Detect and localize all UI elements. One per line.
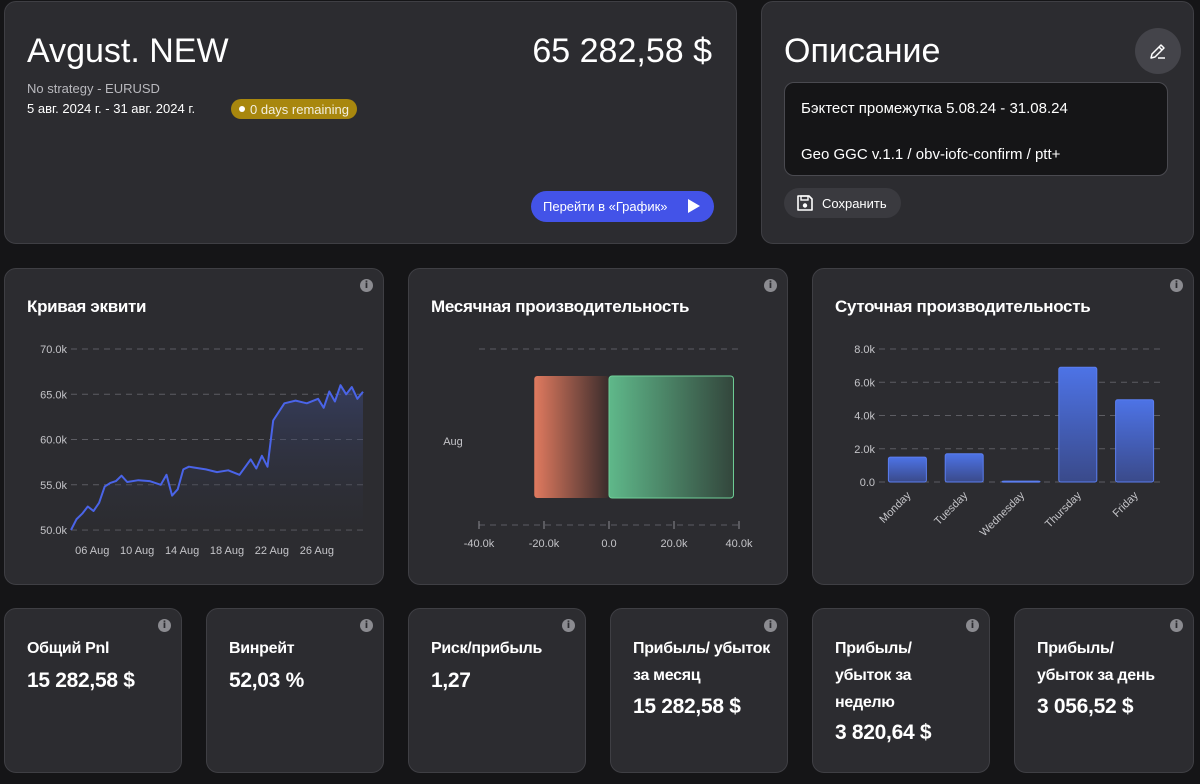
stat-label: Прибыль/ убыток за неделю [835, 640, 912, 711]
save-button[interactable]: Сохранить [784, 188, 901, 218]
day-bar [887, 456, 927, 483]
days-remaining-badge: 0 days remaining [231, 99, 357, 119]
description-line-1: Бэктест промежутка 5.08.24 - 31.08.24 [801, 100, 1068, 117]
x-tick-label: 20.0k [661, 538, 688, 550]
daily-performance-title: Суточная производительность [835, 297, 1091, 316]
info-icon[interactable]: i [360, 619, 373, 632]
y-tick-label: 4.0k [854, 411, 875, 423]
equity-curve-chart: 70.0k 65.0k 60.0k 55.0k 50.0k 06 Aug 10 Aug 14 … [40, 344, 364, 557]
pencil-icon [1150, 44, 1165, 59]
x-tick-label: 18 Aug [210, 545, 244, 557]
x-tick-label: 40.0k [726, 538, 753, 550]
day-bar [1058, 366, 1098, 483]
day-bar [944, 453, 984, 483]
info-icon[interactable]: i [562, 619, 575, 632]
stat-value: 1,27 [431, 669, 471, 692]
stat-label: Винрейт [229, 640, 295, 657]
play-icon [688, 199, 700, 213]
floppy-disk-icon [797, 195, 813, 211]
dot-icon [239, 106, 245, 112]
stat-value: 3 820,64 $ [835, 721, 932, 744]
equity-curve-title: Кривая эквити [27, 297, 147, 316]
x-tick-label: Tuesday [932, 489, 970, 527]
monthly-performance-card: i Месячная производительность -40.0k -20.… [408, 268, 788, 585]
stat-label: Общий Pnl [27, 640, 110, 657]
x-tick-label: Thursday [1043, 489, 1084, 530]
go-to-chart-label: Перейти в «График» [543, 199, 668, 214]
y-tick-label: Aug [443, 436, 463, 448]
edit-description-button[interactable] [1135, 28, 1181, 74]
account-strategy: No strategy - EURUSD [27, 81, 160, 96]
save-label: Сохранить [822, 195, 887, 211]
daily-performance-card: i Суточная производительность 8.0k 6.0k 4.… [812, 268, 1194, 585]
x-tick-label: -40.0k [464, 538, 495, 550]
stat-card-daily-pnl: i Прибыль/ убыток за день 3 056,52 $ [1014, 608, 1194, 773]
info-icon[interactable]: i [764, 279, 777, 292]
stat-value: 15 282,58 $ [633, 695, 741, 718]
description-line-2: Geo GGC v.1.1 / obv-iofc-confirm / ptt+ [801, 146, 1061, 164]
y-tick-label: 50.0k [40, 525, 67, 537]
stat-value: 15 282,58 $ [27, 669, 135, 692]
monthly-performance-chart: -40.0k -20.0k 0.0 20.0k 40.0k Aug [443, 348, 753, 550]
x-tick-label: 0.0 [601, 538, 616, 550]
y-tick-label: 2.0k [854, 444, 875, 456]
info-icon[interactable]: i [1170, 279, 1183, 292]
equity-line [70, 384, 364, 531]
account-balance: 65 282,58 $ [532, 32, 712, 70]
y-tick-label: 65.0k [40, 389, 67, 401]
days-remaining-text: 0 days remaining [250, 101, 349, 117]
y-tick-label: 6.0k [854, 377, 875, 389]
info-icon[interactable]: i [360, 279, 373, 292]
stat-label: Риск/прибыль [431, 640, 543, 657]
day-bar [1001, 480, 1041, 483]
stat-card-total-pnl: i Общий Pnl 15 282,58 $ [4, 608, 182, 773]
account-name: Avgust. NEW [27, 32, 229, 70]
y-tick-label: 70.0k [40, 344, 67, 356]
equity-area [71, 385, 363, 530]
stat-card-risk-reward: i Риск/прибыль 1,27 [408, 608, 586, 773]
equity-curve-card: i Кривая эквити 70.0k 65.0k 60.0k 55.0k 50.0… [4, 268, 384, 585]
loss-bar [534, 376, 609, 498]
monthly-performance-title: Месячная производительность [431, 297, 690, 316]
x-tick-label: 06 Aug [75, 545, 109, 557]
info-icon[interactable]: i [158, 619, 171, 632]
x-tick-label: 14 Aug [165, 545, 199, 557]
go-to-chart-button[interactable]: Перейти в «График» [531, 191, 714, 222]
x-tick-label: 22 Aug [255, 545, 289, 557]
x-tick-label: -20.0k [529, 538, 560, 550]
y-tick-label: 55.0k [40, 480, 67, 492]
stat-card-winrate: i Винрейт 52,03 % [206, 608, 384, 773]
stat-card-weekly-pnl: i Прибыль/ убыток за неделю 3 820,64 $ [812, 608, 990, 773]
y-tick-label: 0.0 [860, 477, 875, 489]
stat-value: 3 056,52 $ [1037, 695, 1134, 718]
info-icon[interactable]: i [1170, 619, 1183, 632]
x-tick-label: 10 Aug [120, 545, 154, 557]
info-icon[interactable]: i [764, 619, 777, 632]
account-card: Avgust. NEW 65 282,58 $ No strategy - EU… [4, 1, 737, 244]
stat-label: Прибыль/ убыток за день [1037, 640, 1155, 684]
x-tick-label: 26 Aug [300, 545, 334, 557]
profit-bar [608, 375, 734, 499]
y-tick-label: 60.0k [40, 435, 67, 447]
description-textarea[interactable]: Бэктест промежутка 5.08.24 - 31.08.24 Ge… [784, 82, 1168, 176]
description-title: Описание [784, 32, 941, 70]
account-dates: 5 авг. 2024 г. - 31 авг. 2024 г. [27, 101, 196, 116]
stat-label: Прибыль/ убыток за месяц [633, 640, 770, 684]
description-card: Описание Бэктест промежутка 5.08.24 - 31… [761, 1, 1194, 244]
info-icon[interactable]: i [966, 619, 979, 632]
x-tick-label: Monday [877, 489, 914, 526]
stat-card-monthly-pnl: i Прибыль/ убыток за месяц 15 282,58 $ [610, 608, 788, 773]
y-tick-label: 8.0k [854, 344, 875, 356]
day-bar [1115, 399, 1155, 483]
x-tick-label: Friday [1111, 489, 1141, 519]
x-tick-label: Wednesday [978, 489, 1028, 539]
stat-value: 52,03 % [229, 669, 304, 692]
